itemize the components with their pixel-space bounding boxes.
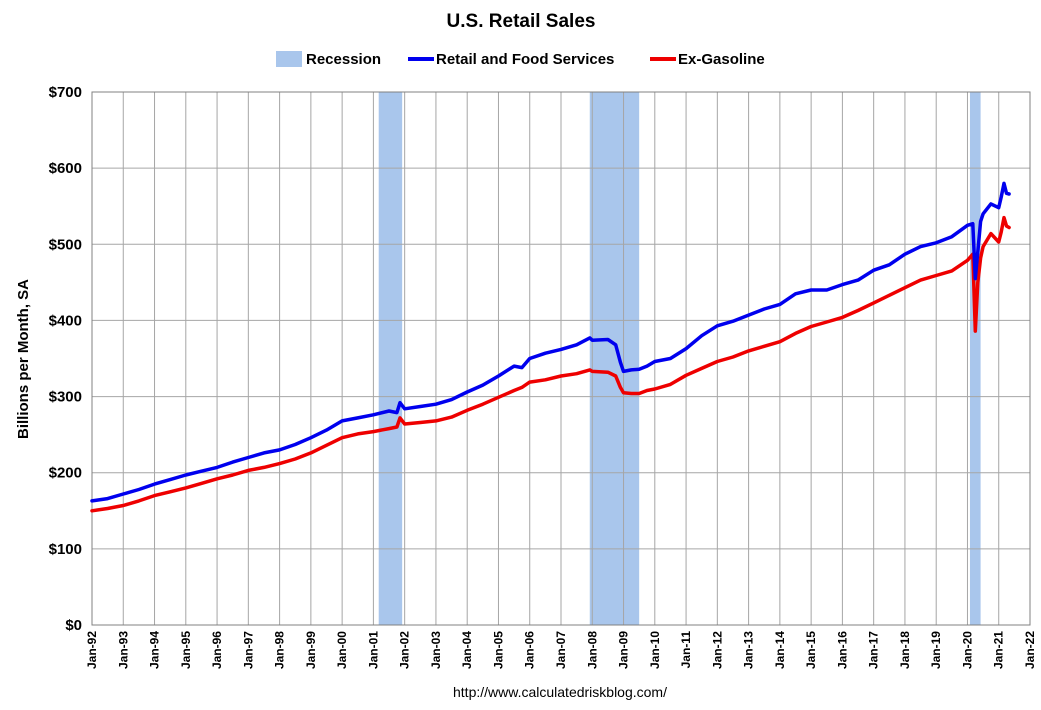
data-series [90, 181, 1011, 513]
y-tick-label: $300 [49, 389, 82, 406]
plot-area-border [91, 91, 1031, 626]
series-line-ex-gasoline [90, 215, 1011, 513]
x-tick-label: Jan-04 [460, 631, 474, 669]
legend-label-ex-gasoline: Ex-Gasoline [678, 51, 765, 68]
series-line-retail [90, 181, 1011, 503]
recession-band-2 [589, 92, 640, 625]
x-tick-label: Jan-15 [804, 631, 818, 669]
legend-label-recession: Recession [306, 51, 381, 68]
recession-band-1 [378, 92, 403, 625]
x-tick-label: Jan-07 [554, 631, 568, 669]
x-tick-label: Jan-17 [867, 631, 881, 669]
chart-legend: Recession Retail and Food Services Ex-Ga… [276, 51, 765, 68]
x-tick-label: Jan-20 [960, 631, 974, 669]
x-tick-label: Jan-99 [304, 631, 318, 669]
y-tick-label: $600 [49, 160, 82, 177]
x-tick-label: Jan-02 [398, 631, 412, 669]
x-tick-label: Jan-09 [617, 631, 631, 669]
x-tick-label: Jan-11 [679, 631, 693, 669]
y-tick-label: $0 [65, 617, 82, 634]
y-tick-label: $200 [49, 465, 82, 482]
x-axis-ticks: Jan-92 Jan-93 Jan-94 Jan-95 Jan-96 Jan-97 Jan-… [85, 631, 1037, 669]
x-tick-label: Jan-08 [585, 631, 599, 669]
y-tick-label: $700 [49, 84, 82, 101]
y-tick-label: $400 [49, 312, 82, 329]
x-tick-label: Jan-05 [491, 631, 505, 669]
recession-bands [378, 92, 981, 625]
x-tick-label: Jan-95 [179, 631, 193, 669]
grid-lines [91, 91, 1031, 626]
x-tick-label: Jan-16 [835, 631, 849, 669]
x-tick-label: Jan-94 [148, 631, 162, 669]
x-tick-label: Jan-12 [710, 631, 724, 669]
x-tick-label: Jan-10 [648, 631, 662, 669]
y-axis-label: Billions per Month, SA [15, 279, 32, 439]
x-tick-label: Jan-01 [366, 631, 380, 669]
x-tick-label: Jan-96 [210, 631, 224, 669]
x-tick-label: Jan-03 [429, 631, 443, 669]
recession-band-3 [969, 92, 981, 625]
x-tick-label: Jan-93 [116, 631, 130, 669]
x-tick-label: Jan-18 [898, 631, 912, 669]
x-tick-label: Jan-00 [335, 631, 349, 669]
y-tick-label: $100 [49, 541, 82, 558]
y-axis-ticks: $0 $100 $200 $300 $400 $500 $600 $700 [49, 84, 82, 634]
x-tick-label: Jan-22 [1023, 631, 1037, 669]
x-tick-label: Jan-97 [241, 631, 255, 669]
x-tick-label: Jan-13 [742, 631, 756, 669]
x-tick-label: Jan-92 [85, 631, 99, 669]
x-tick-label: Jan-14 [773, 631, 787, 669]
x-tick-label: Jan-19 [929, 631, 943, 669]
source-url: http://www.calculatedriskblog.com/ [453, 684, 667, 700]
x-tick-label: Jan-98 [273, 631, 287, 669]
y-tick-label: $500 [49, 236, 82, 253]
legend-swatch-recession [276, 51, 302, 67]
x-tick-label: Jan-21 [992, 631, 1006, 669]
chart-title: U.S. Retail Sales [447, 11, 596, 32]
x-tick-label: Jan-06 [523, 631, 537, 669]
legend-label-retail: Retail and Food Services [436, 51, 614, 68]
